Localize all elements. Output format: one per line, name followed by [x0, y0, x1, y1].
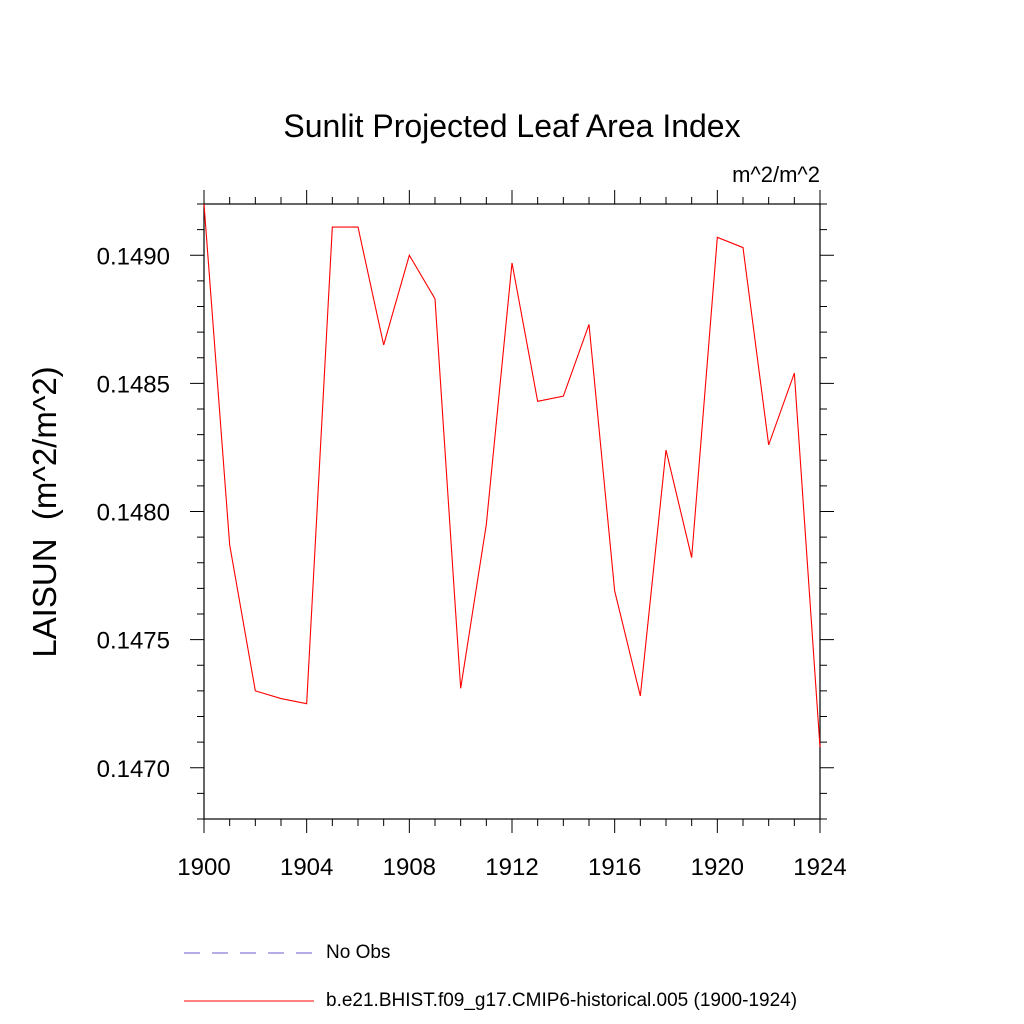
series-lines — [203, 203, 821, 748]
axis-tick-labels: 1900 1904 1908 1912 1916 1920 1924 0.1470 0.1475… — [97, 243, 847, 881]
legend-key-dashed — [184, 952, 314, 954]
axis-ticks — [190, 190, 834, 833]
legend-label-no-obs: No Obs — [326, 942, 391, 963]
y-tick-label: 0.1480 — [97, 500, 170, 527]
y-tick-label: 0.1490 — [97, 243, 170, 270]
x-tick-label: 1924 — [793, 854, 846, 881]
units-label: m^2/m^2 — [732, 162, 820, 187]
legend-entry-model: b.e21.BHIST.f09_g17.CMIP6-historical.005… — [184, 989, 797, 1013]
x-tick-label: 1912 — [485, 854, 538, 881]
x-tick-label: 1908 — [383, 854, 436, 881]
y-axis-label: LAISUN (m^2/m^2) — [26, 366, 63, 658]
legend-entry-no-obs: No Obs — [184, 941, 390, 965]
y-tick-label: 0.1475 — [97, 628, 170, 655]
chart-title: Sunlit Projected Leaf Area Index — [283, 108, 741, 144]
series-line-1 — [203, 203, 821, 748]
x-tick-label: 1904 — [280, 854, 333, 881]
x-tick-label: 1920 — [691, 854, 744, 881]
legend-label-model: b.e21.BHIST.f09_g17.CMIP6-historical.005… — [326, 990, 798, 1011]
x-tick-label: 1900 — [177, 854, 230, 881]
x-tick-label: 1916 — [588, 854, 641, 881]
legend-key-solid — [184, 1000, 314, 1002]
plot-axes — [203, 203, 821, 820]
y-tick-label: 0.1485 — [97, 371, 170, 398]
plot-frame — [203, 203, 821, 820]
y-tick-label: 0.1470 — [97, 756, 170, 783]
